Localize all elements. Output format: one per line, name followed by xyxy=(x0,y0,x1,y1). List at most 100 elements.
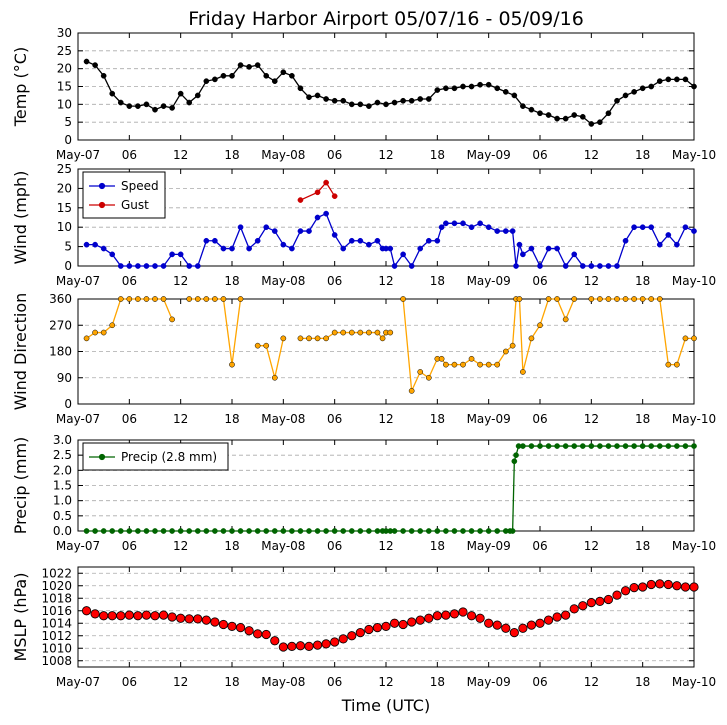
data-point-direction xyxy=(203,296,210,302)
data-point-speed xyxy=(674,241,680,248)
data-point-precip xyxy=(622,443,629,449)
data-point-temp xyxy=(263,72,270,79)
data-point-temp xyxy=(451,85,458,92)
panel-wind: 0 5 10 15 20 25 May-07 06 12 18 May-08 06 12 18 May-09… xyxy=(11,162,716,288)
y-tick-label: 1008 xyxy=(41,654,72,668)
data-point-precip xyxy=(477,528,483,534)
data-point-speed xyxy=(682,224,689,231)
data-point-precip xyxy=(246,528,252,534)
data-point-temp xyxy=(434,87,441,93)
data-point-temp xyxy=(83,58,90,65)
y-tick-label: 2.5 xyxy=(53,448,72,462)
data-point-direction xyxy=(314,335,321,342)
data-point-speed xyxy=(443,220,449,227)
data-point-precip xyxy=(597,443,603,449)
data-point-speed xyxy=(203,237,210,244)
data-point-speed xyxy=(691,228,697,234)
data-point-precip xyxy=(682,443,689,449)
data-point-temp xyxy=(92,62,98,68)
data-point-precip xyxy=(511,458,518,465)
data-point-precip xyxy=(109,528,116,534)
data-point-direction xyxy=(160,296,167,302)
x-tick-label: 18 xyxy=(224,539,239,553)
x-tick-label: 06 xyxy=(122,148,137,162)
data-point-precip xyxy=(194,528,201,534)
x-tick-label: 18 xyxy=(635,539,650,553)
data-point-direction xyxy=(331,329,338,336)
data-point-direction xyxy=(665,361,672,368)
legend-box xyxy=(82,171,166,219)
data-point-mslp xyxy=(287,641,297,651)
data-point-speed xyxy=(614,263,620,269)
legend-label-precip: Precip (2.8 mm) xyxy=(121,450,217,464)
data-point-precip xyxy=(160,528,167,534)
data-point-direction xyxy=(674,361,680,368)
data-point-gust xyxy=(297,197,304,203)
data-point-precip xyxy=(509,528,516,534)
y-tick-label: 1010 xyxy=(41,641,72,655)
y-tick-label: 90 xyxy=(57,371,72,385)
data-point-speed xyxy=(348,237,355,244)
legend-swatch-marker xyxy=(98,182,106,190)
data-point-temp xyxy=(160,103,167,109)
y-tick-label: 15 xyxy=(57,201,72,215)
series-mslp xyxy=(81,579,699,652)
y-tick-label: 0 xyxy=(64,259,72,273)
x-tick-label: 12 xyxy=(378,412,393,426)
data-point-temp xyxy=(203,78,210,85)
data-point-speed xyxy=(509,228,516,234)
data-point-mslp xyxy=(295,641,306,651)
data-point-temp xyxy=(682,76,689,83)
data-point-gust xyxy=(331,193,338,200)
series-direction xyxy=(83,296,697,394)
data-point-mslp xyxy=(201,615,211,625)
data-point-speed xyxy=(631,224,637,231)
x-tick-label: 12 xyxy=(584,274,599,288)
data-point-temp xyxy=(229,72,235,79)
data-point-mslp xyxy=(381,621,391,631)
legend-label-gust: Gust xyxy=(121,198,149,212)
data-point-direction xyxy=(109,322,116,329)
data-point-temp xyxy=(135,103,141,109)
data-point-temp xyxy=(622,92,629,99)
series-speed xyxy=(83,210,697,269)
x-tick-label: 12 xyxy=(378,274,393,288)
data-point-speed xyxy=(126,263,133,269)
data-point-mslp xyxy=(424,613,434,623)
data-point-mslp xyxy=(389,618,400,628)
plot-frame xyxy=(77,168,695,267)
data-point-temp xyxy=(648,83,655,90)
data-point-direction xyxy=(135,296,141,302)
data-point-precip xyxy=(605,443,612,449)
data-point-direction xyxy=(631,296,637,302)
data-point-direction xyxy=(682,335,689,342)
x-tick-label: 18 xyxy=(430,274,445,288)
data-point-direction xyxy=(443,361,449,368)
legend-swatch-marker xyxy=(98,453,106,461)
data-point-direction xyxy=(691,335,697,342)
data-point-speed xyxy=(177,251,184,258)
data-point-gust xyxy=(323,179,329,186)
data-point-speed xyxy=(468,224,475,231)
y-tick-label: 0 xyxy=(64,133,72,147)
data-point-speed xyxy=(357,237,364,244)
y-tick-label: 0 xyxy=(64,397,72,411)
data-point-precip xyxy=(306,528,312,534)
data-point-temp xyxy=(545,112,552,118)
data-point-precip xyxy=(237,528,244,534)
data-point-mslp xyxy=(193,614,203,624)
data-point-direction xyxy=(400,296,406,302)
x-tick-label: 06 xyxy=(327,675,342,689)
data-point-mslp xyxy=(638,582,648,592)
x-tick-label: 12 xyxy=(173,148,188,162)
data-point-direction xyxy=(451,361,458,368)
data-point-mslp xyxy=(107,611,117,621)
data-point-mslp xyxy=(278,642,288,652)
y-tick-label: 2.0 xyxy=(53,463,72,477)
data-point-temp xyxy=(554,115,560,122)
data-point-mslp xyxy=(458,607,468,617)
data-point-mslp xyxy=(184,614,194,624)
data-point-temp xyxy=(366,103,372,109)
x-tick-label: 12 xyxy=(584,675,599,689)
data-point-mslp xyxy=(227,621,237,631)
